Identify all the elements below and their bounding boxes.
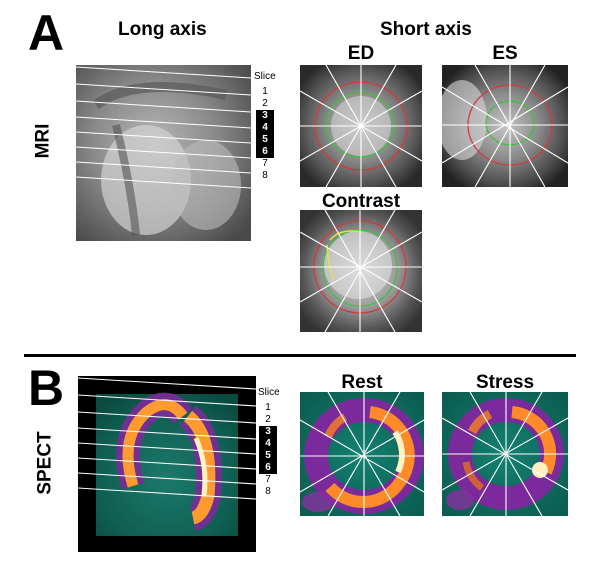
mri-slice-4: 4	[256, 122, 274, 134]
short-axis-heading: Short axis	[380, 19, 472, 40]
spect-slice-3: 3	[259, 426, 277, 438]
mri-es-image	[442, 65, 568, 187]
spect-slice-5: 5	[259, 450, 277, 462]
contrast-heading: Contrast	[321, 191, 401, 212]
spect-slice-4: 4	[259, 438, 277, 450]
mri-slice-2: 2	[262, 98, 268, 109]
panel-a-letter: A	[28, 5, 65, 61]
mri-slice-6: 6	[256, 146, 274, 158]
stress-heading: Stress	[475, 372, 535, 393]
panel-b-letter: B	[28, 360, 65, 416]
mri-contrast-image	[300, 210, 422, 332]
mri-slice-title: Slice	[254, 71, 276, 82]
mri-row-label: MRI	[32, 123, 54, 159]
rest-heading: Rest	[341, 372, 383, 393]
spect-slice-title: Slice	[258, 387, 280, 398]
mri-slice-8: 8	[262, 170, 268, 181]
spect-long-axis-image	[78, 376, 256, 552]
spect-slice-7: 7	[265, 474, 271, 485]
mri-slice-list: 1 2 3 4 5 6 7 8	[256, 86, 274, 182]
mri-slice-3: 3	[256, 110, 274, 122]
spect-slice-2: 2	[265, 414, 271, 425]
mri-slice-7: 7	[262, 158, 268, 169]
es-heading: ES	[492, 43, 518, 64]
spect-row-label: SPECT	[34, 431, 56, 495]
mri-slice-lines	[76, 66, 251, 189]
ed-heading: ED	[347, 43, 375, 64]
mri-slice-1: 1	[262, 86, 268, 97]
mri-slice-5: 5	[256, 134, 274, 146]
spect-slice-6: 6	[259, 462, 277, 474]
mri-ed-image	[300, 65, 422, 187]
spect-rest-image	[300, 392, 424, 516]
mri-long-axis-image	[76, 65, 251, 241]
spect-stress-image	[442, 392, 568, 516]
spect-slice-1: 1	[265, 402, 271, 413]
panel-divider	[24, 354, 576, 357]
long-axis-heading: Long axis	[118, 19, 207, 40]
spect-slice-8: 8	[265, 486, 271, 497]
spect-slice-list: 1 2 3 4 5 6 7 8	[259, 402, 277, 498]
